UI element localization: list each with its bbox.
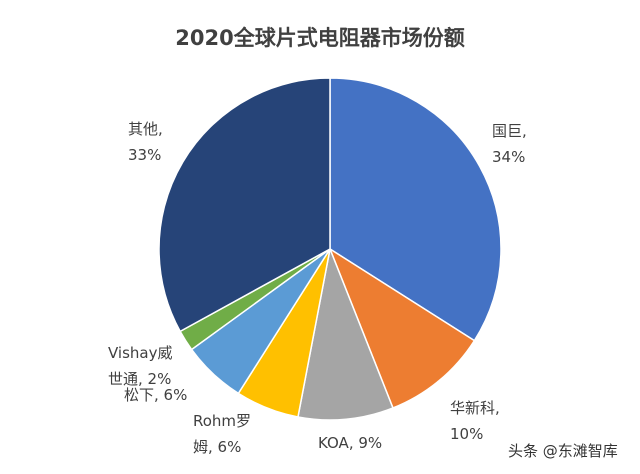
label-huaxinke: 华新科, 10% bbox=[450, 399, 500, 443]
pie-slice-2 bbox=[297, 246, 394, 421]
pie-slice-1 bbox=[328, 247, 476, 409]
label-rohm: Rohm罗 姆, 6% bbox=[193, 412, 252, 456]
pie-slice-0 bbox=[329, 77, 502, 342]
pie-slice-6 bbox=[158, 77, 331, 333]
chart-title: 2020全球片式电阻器市场份额 bbox=[175, 26, 465, 50]
watermark: 头条 @东滩智库 bbox=[508, 442, 618, 460]
label-panasonic: 松下, 6% bbox=[124, 386, 188, 404]
label-koa: KOA, 9% bbox=[318, 434, 383, 452]
label-guoju: 国巨, 34% bbox=[492, 122, 527, 166]
label-vishay: Vishay威 世通, 2% bbox=[108, 344, 173, 388]
label-others: 其他, 33% bbox=[128, 120, 163, 164]
